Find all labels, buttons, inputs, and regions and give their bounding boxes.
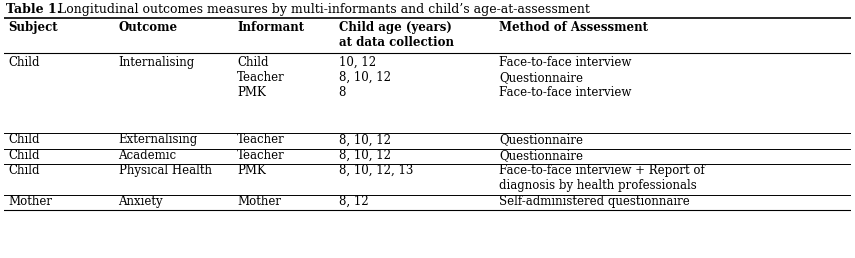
Text: 8, 12: 8, 12 [339, 195, 369, 208]
Text: 8: 8 [339, 86, 346, 99]
Text: Longitudinal outcomes measures by multi-informants and child’s age-at-assessment: Longitudinal outcomes measures by multi-… [54, 3, 590, 16]
Text: Table 1.: Table 1. [6, 3, 62, 16]
Text: 8, 10, 12: 8, 10, 12 [339, 71, 391, 84]
Text: Subject: Subject [9, 21, 58, 34]
Text: Teacher: Teacher [237, 149, 285, 162]
Text: Externalising: Externalising [119, 133, 198, 147]
Text: Child: Child [9, 164, 40, 177]
Text: PMK: PMK [237, 164, 266, 177]
Text: Teacher: Teacher [237, 71, 285, 84]
Text: Teacher: Teacher [237, 133, 285, 147]
Text: Questionnaire: Questionnaire [499, 71, 583, 84]
Text: Child: Child [237, 56, 268, 69]
Text: PMK: PMK [237, 86, 266, 99]
Text: Mother: Mother [9, 195, 52, 208]
Text: Questionnaire: Questionnaire [499, 149, 583, 162]
Text: Face-to-face interview + Report of
diagnosis by health professionals: Face-to-face interview + Report of diagn… [499, 164, 705, 192]
Text: Child: Child [9, 133, 40, 147]
Text: Physical Health: Physical Health [119, 164, 211, 177]
Text: Academic: Academic [119, 149, 177, 162]
Text: 10, 12: 10, 12 [339, 56, 375, 69]
Text: Outcome: Outcome [119, 21, 178, 34]
Text: Questionnaire: Questionnaire [499, 133, 583, 147]
Text: Internalising: Internalising [119, 56, 195, 69]
Text: Method of Assessment: Method of Assessment [499, 21, 648, 34]
Text: 8, 10, 12: 8, 10, 12 [339, 149, 391, 162]
Text: Mother: Mother [237, 195, 281, 208]
Text: Self-administered questionnaire: Self-administered questionnaire [499, 195, 690, 208]
Text: 8, 10, 12: 8, 10, 12 [339, 133, 391, 147]
Text: Face-to-face interview: Face-to-face interview [499, 56, 632, 69]
Text: Face-to-face interview: Face-to-face interview [499, 86, 632, 99]
Text: Anxiety: Anxiety [119, 195, 163, 208]
Text: Child: Child [9, 149, 40, 162]
Text: Informant: Informant [237, 21, 304, 34]
Text: Child age (years)
at data collection: Child age (years) at data collection [339, 21, 454, 49]
Text: Child: Child [9, 56, 40, 69]
Text: 8, 10, 12, 13: 8, 10, 12, 13 [339, 164, 413, 177]
